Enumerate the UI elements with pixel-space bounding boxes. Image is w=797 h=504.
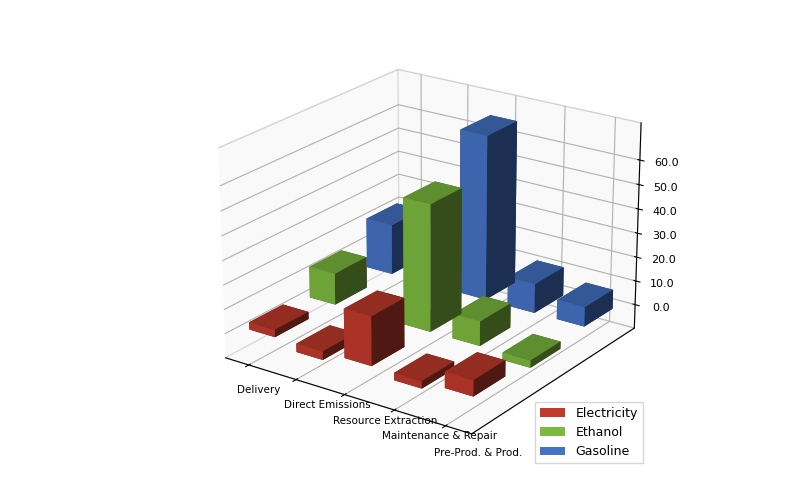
Legend: Electricity, Ethanol, Gasoline: Electricity, Ethanol, Gasoline [536,402,642,463]
